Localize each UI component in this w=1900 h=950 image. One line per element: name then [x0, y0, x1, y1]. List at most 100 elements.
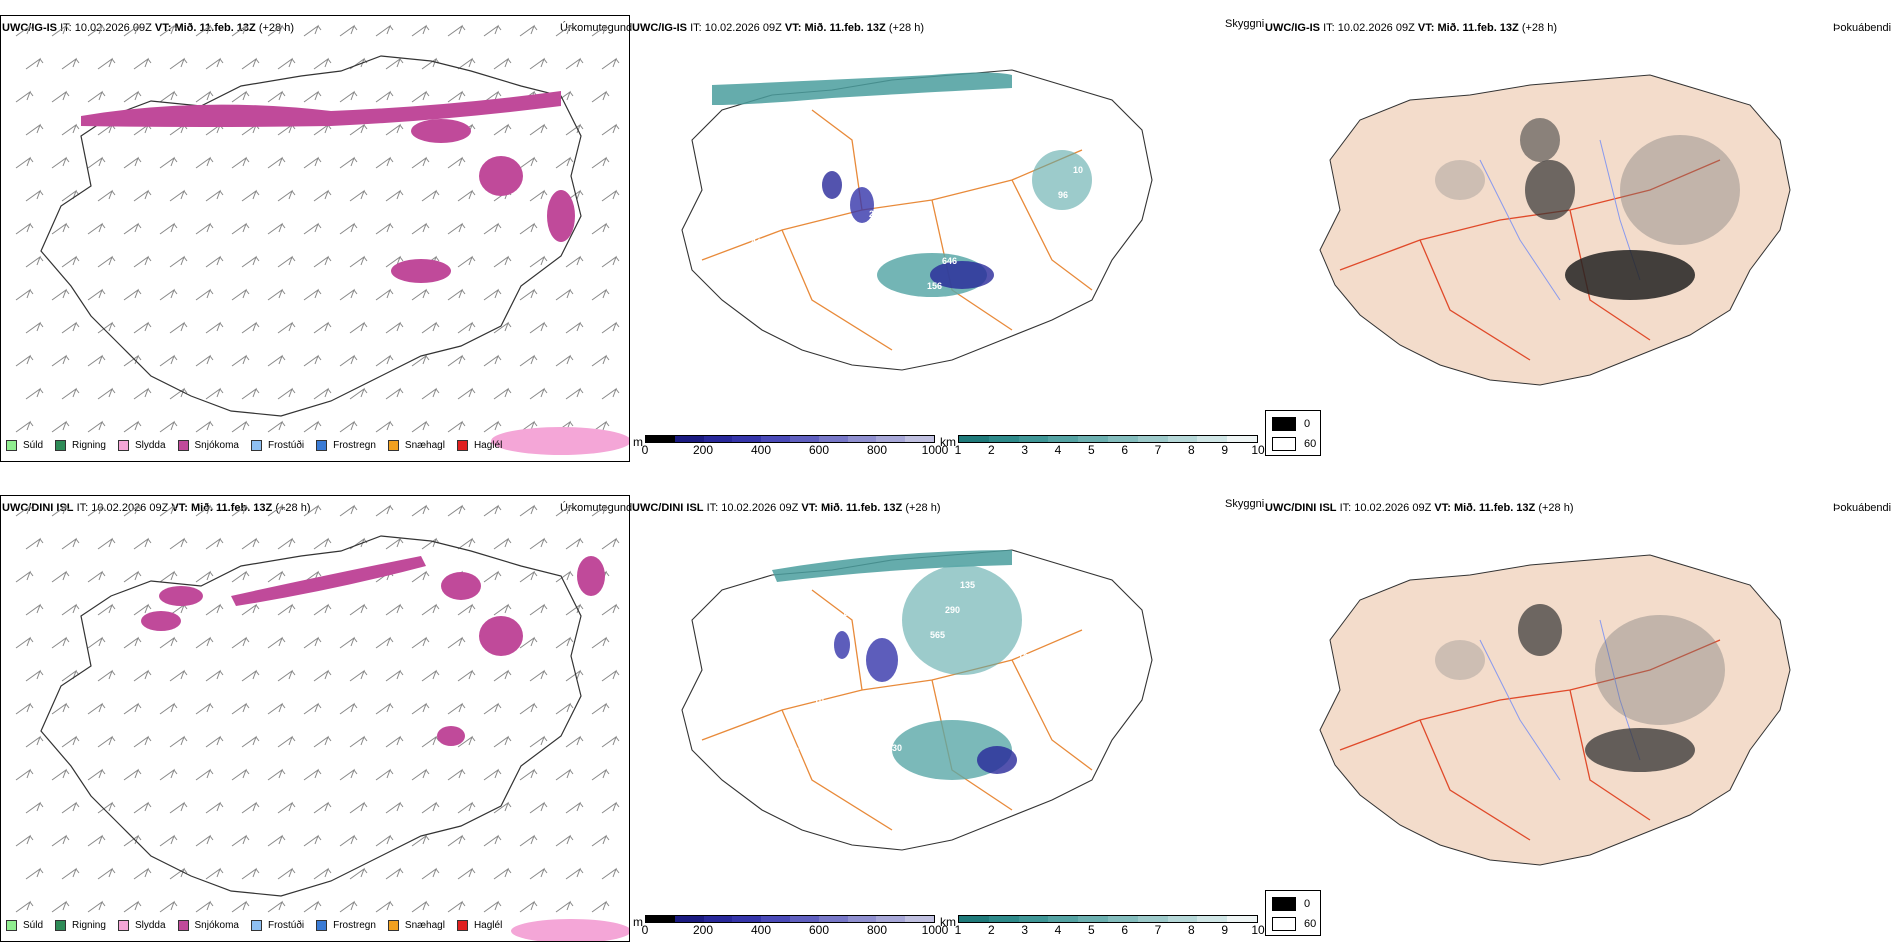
- wind-barb: [51, 156, 70, 169]
- snow-area: [81, 91, 561, 127]
- precip-map: [0, 495, 631, 943]
- legend-swatch: [117, 920, 129, 931]
- colorbar-step: [1167, 436, 1198, 442]
- wind-barb: [339, 504, 358, 517]
- roads: [1339, 159, 1721, 361]
- colorbar-step: [703, 436, 733, 442]
- wind-barb: [483, 90, 502, 103]
- wind-barb: [565, 255, 584, 268]
- wind-barb: [15, 834, 34, 847]
- colorbar-tick: 800: [866, 923, 888, 937]
- colorbar-step: [761, 916, 790, 922]
- wind-barb: [303, 354, 322, 367]
- legend-swatch: [55, 440, 67, 451]
- wind-barb: [61, 867, 80, 880]
- wind-barb: [267, 420, 286, 433]
- colorbar-step: [646, 436, 675, 442]
- colorbar-step: [905, 436, 934, 442]
- colorbar-tick: 10: [1251, 923, 1265, 937]
- wind-barb: [123, 288, 142, 301]
- wind-barb: [375, 636, 394, 649]
- wind-barb: [195, 504, 214, 517]
- wind-barb: [51, 354, 70, 367]
- wind-barb: [493, 387, 512, 400]
- ceiling-labels: 532 10 930 135 332 236 255 231 290 120 199 183 45 565…: [726, 580, 1106, 781]
- colorbar-tick: 9: [1221, 443, 1228, 457]
- wind-barb: [313, 57, 332, 70]
- wind-barb: [97, 123, 116, 136]
- precip-title: Úrkomutegund: [560, 502, 633, 514]
- wind-barb: [519, 570, 538, 583]
- snow-area: [231, 556, 426, 606]
- wind-barb: [97, 321, 116, 334]
- wind-barb: [601, 867, 620, 880]
- snow-area: [437, 726, 465, 746]
- wind-barb: [123, 222, 142, 235]
- wind-barb: [447, 636, 466, 649]
- wind-barb: [555, 702, 574, 715]
- colorbar-step: [1018, 916, 1049, 922]
- ceiling-colorbar: 0 200 400 600 800 1000 m: [633, 915, 949, 937]
- wind-barb: [51, 702, 70, 715]
- wind-barb: [15, 504, 34, 517]
- wind-barb: [529, 321, 548, 334]
- wind-barb: [303, 24, 322, 37]
- colorbar-step: [674, 436, 704, 442]
- wind-barb: [267, 636, 286, 649]
- wind-barb: [61, 255, 80, 268]
- wind-barb: [411, 420, 430, 433]
- snow-area: [547, 190, 575, 242]
- ceiling-value-label: 199: [1091, 699, 1106, 709]
- wind-barb: [447, 504, 466, 517]
- wind-barb: [375, 24, 394, 37]
- wind-barb: [205, 189, 224, 202]
- fog-header: UWC/DINI ISL IT: 10.02.2026 09Z VT: Mið.…: [1265, 502, 1574, 514]
- wind-barb: [457, 321, 476, 334]
- wind-barb: [375, 834, 394, 847]
- wind-barb: [241, 735, 260, 748]
- colorbar-step: [703, 916, 733, 922]
- wind-barb: [591, 354, 610, 367]
- wind-barb: [241, 57, 260, 70]
- legend-label: Haglél: [473, 440, 503, 451]
- wind-barb: [241, 669, 260, 682]
- wind-barb: [375, 768, 394, 781]
- visibility-colorbar: 1 2 3 4 5 6 7 8 9 10 km: [940, 435, 1265, 457]
- precip-legend: Súld Rigning Slydda Snjókoma Frostúði Frostre…: [6, 920, 514, 931]
- wind-barb: [375, 354, 394, 367]
- legend-label: Frostúði: [267, 440, 305, 451]
- wind-barb: [303, 222, 322, 235]
- wind-barb: [241, 867, 260, 880]
- ceiling-value-label: 532: [741, 649, 756, 659]
- wind-barb: [519, 354, 538, 367]
- colorbar-step: [905, 916, 934, 922]
- legend-swatch: [250, 920, 262, 931]
- wind-barb: [159, 288, 178, 301]
- wind-barb: [277, 537, 296, 550]
- wind-barb: [457, 537, 476, 550]
- wind-barb: [241, 603, 260, 616]
- wind-barb: [483, 570, 502, 583]
- legend-swatch: [6, 920, 17, 931]
- wind-barb: [205, 387, 224, 400]
- low-ceiling: [822, 171, 842, 199]
- visibility-colorbar: 1 2 3 4 5 6 7 8 9 10 km: [940, 915, 1265, 937]
- wind-barb: [51, 504, 70, 517]
- low-ceiling: [850, 187, 874, 223]
- wind-barb: [457, 387, 476, 400]
- colorbar-tick: 200: [692, 443, 714, 457]
- wind-barb: [231, 420, 250, 433]
- fog-title: Þokuábendi: [1833, 502, 1892, 514]
- ceiling-value-label: 136: [842, 608, 857, 618]
- wind-barb: [205, 321, 224, 334]
- wind-barb: [519, 222, 538, 235]
- colorbar-step: [1107, 916, 1138, 922]
- wind-barb: [385, 867, 404, 880]
- ceiling-value-label: 183: [784, 746, 799, 756]
- ceiling-value-label: 332: [1033, 627, 1048, 637]
- wind-barb: [385, 321, 404, 334]
- low-ceiling: [834, 631, 850, 659]
- legend-label: Frostúði: [267, 920, 305, 931]
- snow-area: [141, 611, 181, 631]
- wind-barb: [411, 222, 430, 235]
